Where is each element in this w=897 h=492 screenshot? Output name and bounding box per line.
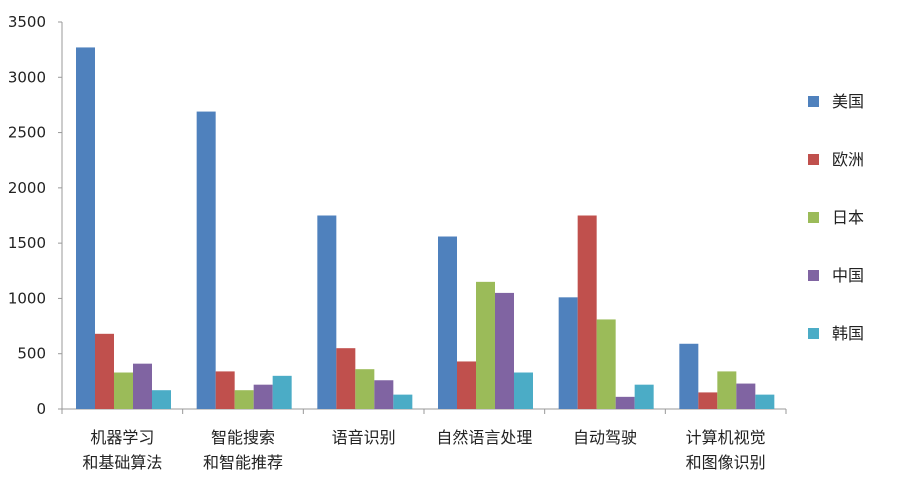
bar-美国-0: [76, 47, 95, 409]
bars: [76, 47, 775, 409]
legend-swatch: [808, 212, 819, 223]
category-label: 语音识别: [332, 428, 396, 447]
legend-swatch: [808, 270, 819, 281]
bar-中国-4: [615, 396, 635, 409]
bar-韩国-3: [514, 372, 533, 409]
bar-韩国-0: [152, 390, 171, 409]
bar-欧洲-3: [457, 361, 476, 409]
y-tick-label: 1500: [8, 234, 46, 252]
y-tick-label: 1000: [8, 289, 46, 307]
bar-日本-3: [476, 281, 495, 409]
legend-swatch: [808, 154, 819, 165]
y-tick-label: 500: [17, 345, 46, 363]
legend-swatch: [808, 96, 819, 107]
bar-韩国-5: [755, 394, 775, 409]
y-tick-label: 3000: [8, 68, 46, 86]
category-label: 自动驾驶: [573, 428, 637, 447]
bar-中国-5: [736, 383, 756, 409]
legend-label: 韩国: [832, 324, 864, 343]
legend-swatch: [808, 328, 819, 339]
bar-美国-1: [196, 111, 216, 409]
bar-美国-4: [558, 297, 578, 409]
legend-label: 日本: [832, 208, 864, 227]
bar-日本-4: [596, 319, 616, 409]
bar-欧洲-4: [577, 215, 597, 409]
category-label: 计算机视觉: [686, 428, 766, 447]
category-label: 机器学习: [90, 428, 154, 447]
bar-中国-3: [495, 292, 514, 409]
y-tick-label: 2500: [8, 124, 46, 142]
bar-欧洲-5: [698, 392, 718, 409]
y-tick-label: 0: [36, 400, 46, 418]
bar-中国-0: [133, 363, 152, 409]
bar-韩国-4: [634, 384, 654, 409]
y-tick-label: 3500: [8, 13, 46, 31]
category-label: 和智能推荐: [203, 453, 283, 472]
bar-中国-2: [374, 380, 394, 409]
bar-日本-0: [114, 372, 133, 409]
bar-美国-3: [438, 236, 457, 409]
legend-label: 中国: [832, 266, 864, 285]
bar-日本-5: [717, 371, 737, 409]
legend-label: 欧洲: [832, 150, 864, 169]
bar-欧洲-1: [215, 371, 235, 409]
bar-韩国-1: [272, 375, 292, 409]
bar-美国-2: [317, 215, 337, 409]
legend-label: 美国: [832, 92, 864, 111]
bar-韩国-2: [393, 394, 413, 409]
category-label: 智能搜索: [211, 428, 275, 447]
bar-中国-1: [253, 384, 273, 409]
category-label: 和图像识别: [686, 453, 766, 472]
y-tick-label: 2000: [8, 179, 46, 197]
category-label: 自然语言处理: [436, 428, 532, 447]
bar-欧洲-2: [336, 348, 356, 409]
y-tick-labels: 0 500 1000 1500 2000 2500 3000 3500: [8, 13, 62, 418]
bar-日本-1: [234, 390, 254, 409]
bar-日本-2: [355, 369, 375, 409]
bar-欧洲-0: [95, 333, 114, 409]
bar-美国-5: [679, 343, 699, 409]
category-label: 和基础算法: [82, 453, 162, 472]
